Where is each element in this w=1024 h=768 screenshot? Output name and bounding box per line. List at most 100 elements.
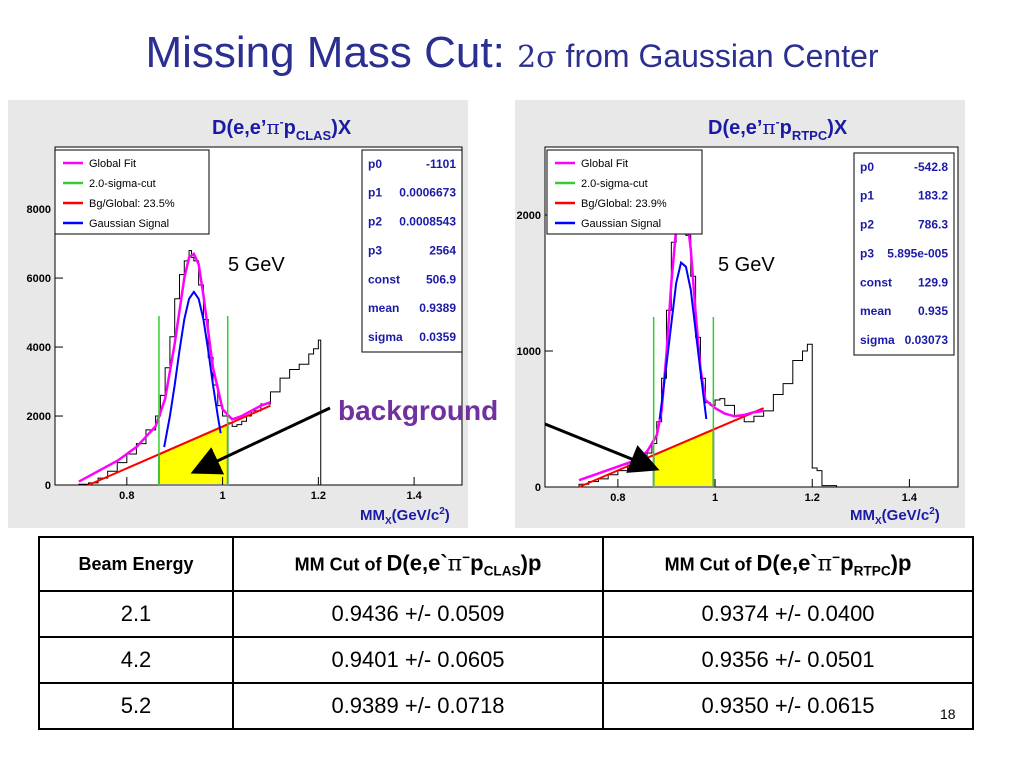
param-name: mean (368, 301, 399, 315)
xlabel-part: MM (850, 507, 875, 524)
title-rest: from Gaussian Center (556, 38, 879, 74)
x-tick-label: 1.2 (805, 492, 820, 504)
y-tick-label: 8000 (27, 204, 51, 216)
legend-item-label: Global Fit (89, 158, 136, 170)
title-part: )X (827, 117, 848, 139)
cell-clas: 0.9436 +/- 0.0509 (232, 590, 604, 638)
gaussian-signal-curve (658, 260, 708, 420)
cell-clas: 0.9401 +/- 0.0605 (232, 636, 604, 684)
param-name: mean (860, 304, 891, 318)
x-axis-label: MMX(GeV/c2) (360, 506, 450, 527)
param-name: p0 (860, 160, 874, 174)
header-clas: MM Cut of D(e,e`π−pCLAS)p (232, 536, 604, 592)
param-value: 0.0008543 (399, 215, 456, 229)
title-sup: - (280, 115, 284, 129)
pi-symbol: π (266, 115, 279, 139)
param-value: 5.895e-005 (887, 246, 948, 260)
y-tick-label: 4000 (27, 342, 51, 354)
legend: Global Fit 2.0-sigma-cut Bg/Global: 23.9% G… (546, 149, 703, 235)
param-value: -1101 (426, 157, 456, 171)
background-arrow-left (190, 406, 331, 475)
param-name: const (860, 275, 892, 289)
param-name: p1 (860, 189, 874, 203)
xlabel-part: ) (445, 507, 450, 524)
xlabel-sup: 2 (439, 506, 445, 517)
legend-item-label: Bg/Global: 23.9% (581, 198, 667, 210)
param-name: const (368, 272, 400, 286)
sigma-symbol: σ (536, 40, 557, 75)
histogram-panel: 0.8 1 1.2 1.4 0 2000 4000 6000 8000 D(e,e’π-pCLAS… (8, 100, 468, 528)
param-name: p3 (368, 243, 382, 257)
histogram-title: D(e,e’π-pRTPC)X (708, 115, 848, 143)
x-tick-label: 1.2 (311, 490, 326, 502)
cell-rtpc: 0.9356 +/- 0.0501 (602, 636, 974, 684)
param-value: 786.3 (918, 218, 948, 232)
y-tick-label: 6000 (27, 273, 51, 285)
param-value: 183.2 (918, 189, 948, 203)
pi-symbol: π (762, 115, 775, 139)
legend-item-label: Gaussian Signal (581, 218, 661, 230)
table-header-row: Beam Energy MM Cut of D(e,e`π−pCLAS)p MM… (38, 536, 974, 592)
gaussian-signal-curve (163, 290, 222, 448)
param-name: p2 (860, 218, 874, 232)
param-value: 0.935 (918, 304, 948, 318)
cell-rtpc: 0.9350 +/- 0.0615 (602, 682, 974, 730)
param-name: sigma (860, 333, 895, 347)
y-tick-label: 0 (45, 480, 51, 492)
legend-item-label: Bg/Global: 23.5% (89, 198, 175, 210)
page-number: 18 (940, 706, 956, 722)
param-value: -542.8 (914, 160, 948, 174)
param-name: p0 (368, 157, 382, 171)
param-name: p2 (368, 215, 382, 229)
param-value: 129.9 (918, 275, 948, 289)
xlabel-sub: X (385, 516, 392, 527)
x-tick-label: 1 (712, 492, 718, 504)
param-value: 0.9389 (419, 301, 456, 315)
title-part: D(e,e’ (212, 117, 266, 139)
global-fit-curve (78, 252, 271, 483)
title-main: Missing Mass Cut: (145, 28, 518, 77)
mm-cut-table: Beam Energy MM Cut of D(e,e`π−pCLAS)p MM… (38, 536, 974, 730)
stats-box (361, 149, 463, 353)
title-part: D(e,e’ (708, 117, 762, 139)
xlabel-sup: 2 (929, 506, 935, 517)
xlabel-part: ) (935, 507, 940, 524)
annotation-layer: background (190, 395, 660, 475)
background-label: background (338, 395, 498, 426)
energy-label: 5 GeV (718, 254, 775, 276)
histogram-panel: 0.8 1 1.2 1.4010002000D(e,e’π-pRTPC)XMMX(Ge… (515, 100, 965, 528)
cell-energy: 5.2 (38, 682, 234, 730)
table-row: 2.1 0.9436 +/- 0.0509 0.9374 +/- 0.0400 (38, 590, 974, 638)
y-tick-label: 1000 (517, 346, 541, 358)
cell-energy: 4.2 (38, 636, 234, 684)
energy-label: 5 GeV (228, 254, 285, 276)
title-sub: RTPC (792, 128, 828, 143)
title-sub: CLAS (296, 128, 332, 143)
param-value: 0.03073 (905, 333, 949, 347)
param-name: p3 (860, 246, 874, 260)
background-fit-line (578, 407, 765, 488)
x-tick-label: 0.8 (610, 492, 625, 504)
y-tick-label: 2000 (27, 411, 51, 423)
legend-item-label: 2.0-sigma-cut (581, 178, 648, 190)
cell-clas: 0.9389 +/- 0.0718 (232, 682, 604, 730)
x-tick-label: 0.8 (119, 490, 134, 502)
param-value: 0.0006673 (399, 186, 456, 200)
legend-item-label: Gaussian Signal (89, 218, 169, 230)
table-row: 5.2 0.9389 +/- 0.0718 0.9350 +/- 0.0615 (38, 682, 974, 730)
title-two: 2 (517, 40, 537, 75)
param-value: 506.9 (426, 272, 456, 286)
x-axis-label: MMX(GeV/c2) (850, 506, 940, 527)
param-value: 0.0359 (419, 330, 456, 344)
title-sup: - (776, 115, 780, 129)
title-part: p (284, 117, 296, 139)
y-tick-label: 2000 (517, 210, 541, 222)
x-tick-label: 1.4 (902, 492, 918, 504)
title-part: )X (331, 117, 352, 139)
histogram-title: D(e,e’π-pCLAS)X (212, 115, 352, 143)
legend-item-label: Global Fit (581, 158, 628, 170)
background-arrow-right (544, 422, 660, 473)
param-value: 2564 (429, 243, 456, 257)
stats-box (853, 152, 955, 356)
xlabel-part: MM (360, 507, 385, 524)
